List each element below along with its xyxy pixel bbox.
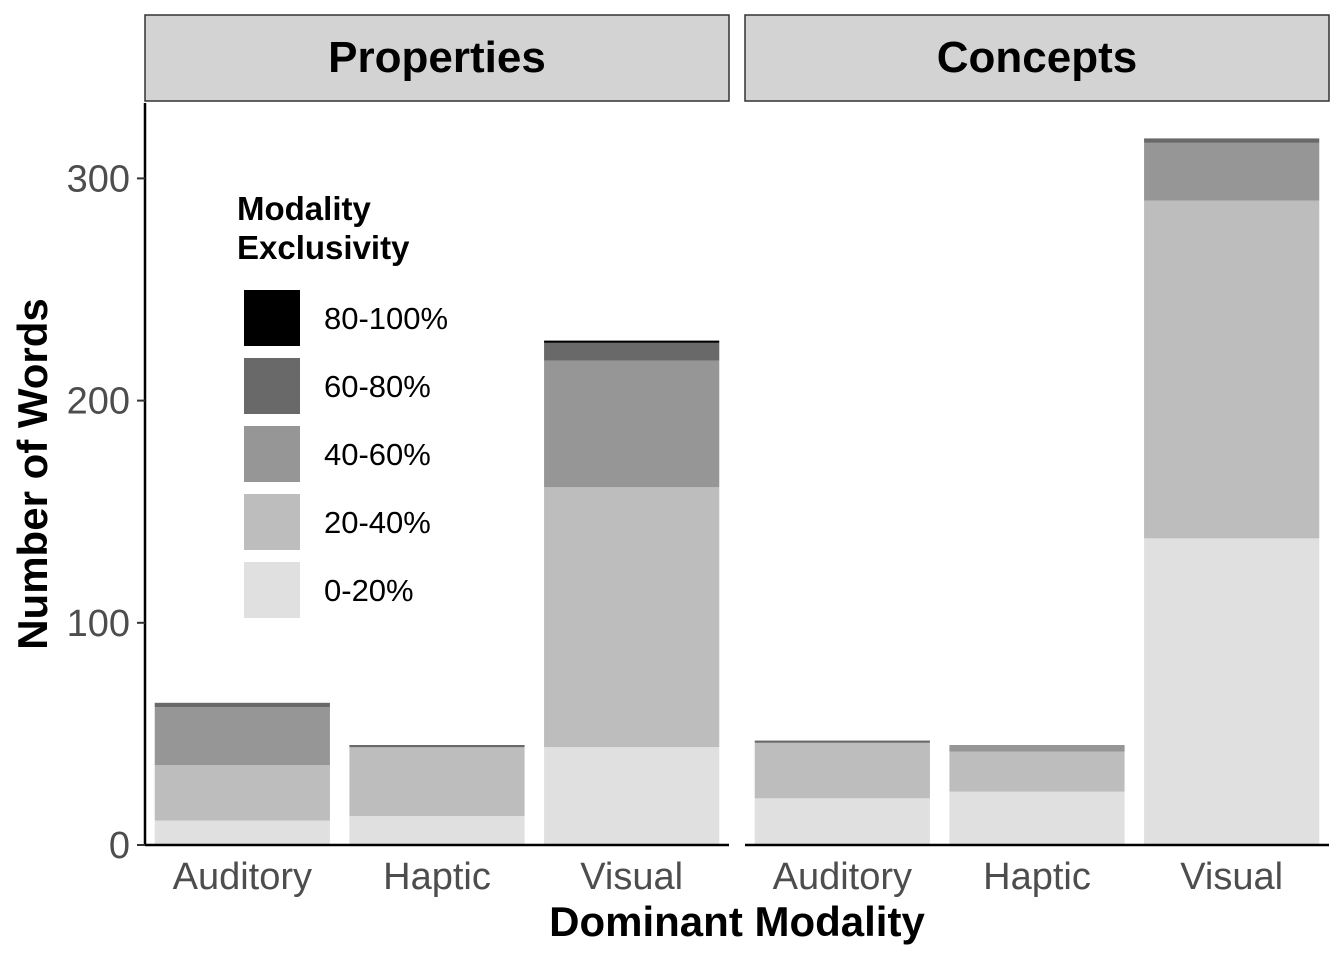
facet-strip-concepts <box>744 14 1330 102</box>
x-tick-label-properties-visual: Visual <box>580 856 683 898</box>
bar-properties-visual-60-80pct <box>544 342 720 361</box>
y-tick-label-100: 100 <box>67 603 130 645</box>
axes: Auditory Haptic Visual Auditory Haptic Visual… <box>67 103 1329 898</box>
legend-title-line-2: Exclusivity <box>237 229 410 266</box>
bar-concepts-auditory-60-80pct <box>754 740 930 743</box>
legend-title-line-1: Modality <box>237 190 371 227</box>
bar-concepts-auditory-20-40pct <box>754 742 930 799</box>
legend-label-60-80pct: 60-80% <box>324 369 431 404</box>
y-tick-label-300: 300 <box>67 158 130 200</box>
bar-properties-haptic-20-40pct <box>349 747 525 817</box>
x-tick-label-concepts-haptic: Haptic <box>983 856 1091 898</box>
y-tick-label-0: 0 <box>109 825 130 867</box>
legend-label-40-60pct: 40-60% <box>324 437 431 472</box>
legend-key-20-40pct <box>244 494 300 550</box>
x-tick-label-concepts-visual: Visual <box>1180 856 1283 898</box>
bar-concepts-auditory-0-20pct <box>754 798 930 845</box>
legend-label-0-20pct: 0-20% <box>324 573 414 608</box>
bar-properties-visual-40-60pct <box>544 360 720 488</box>
legend-key-60-80pct <box>244 358 300 414</box>
facet-title-concepts: Concepts <box>937 33 1137 82</box>
legend-key-80-100pct <box>244 290 300 346</box>
facet-strips: Properties Concepts <box>144 14 1330 102</box>
bar-properties-auditory-40-60pct <box>154 707 330 766</box>
x-axis-title: Dominant Modality <box>549 898 925 945</box>
bar-concepts-haptic-40-60pct <box>949 745 1125 752</box>
bar-concepts-visual-40-60pct <box>1144 142 1320 201</box>
bar-properties-visual-20-40pct <box>544 487 720 748</box>
bar-properties-visual-80-100pct <box>544 340 720 343</box>
x-tick-label-properties-haptic: Haptic <box>383 856 491 898</box>
y-axis-title: Number of Words <box>9 298 56 650</box>
bar-properties-visual-0-20pct <box>544 747 720 845</box>
bar-concepts-visual-60-80pct <box>1144 138 1320 143</box>
bar-concepts-visual-0-20pct <box>1144 538 1320 845</box>
facet-strip-properties <box>144 14 730 102</box>
facet-title-properties: Properties <box>328 33 546 82</box>
legend-label-80-100pct: 80-100% <box>324 301 448 336</box>
legend-key-40-60pct <box>244 426 300 482</box>
legend-label-20-40pct: 20-40% <box>324 505 431 540</box>
x-tick-label-properties-auditory: Auditory <box>173 856 312 898</box>
bar-properties-haptic-0-20pct <box>349 816 525 845</box>
bar-properties-auditory-0-20pct <box>154 820 330 845</box>
bar-concepts-haptic-20-40pct <box>949 751 1125 792</box>
bar-properties-haptic-60-80pct <box>349 745 525 748</box>
bars <box>154 138 1320 845</box>
legend-key-0-20pct <box>244 562 300 618</box>
bar-properties-auditory-60-80pct <box>154 702 330 708</box>
x-tick-label-concepts-auditory: Auditory <box>773 856 912 898</box>
bar-properties-auditory-20-40pct <box>154 765 330 821</box>
bar-concepts-haptic-0-20pct <box>949 791 1125 845</box>
y-tick-label-200: 200 <box>67 381 130 423</box>
bar-concepts-visual-20-40pct <box>1144 200 1320 539</box>
